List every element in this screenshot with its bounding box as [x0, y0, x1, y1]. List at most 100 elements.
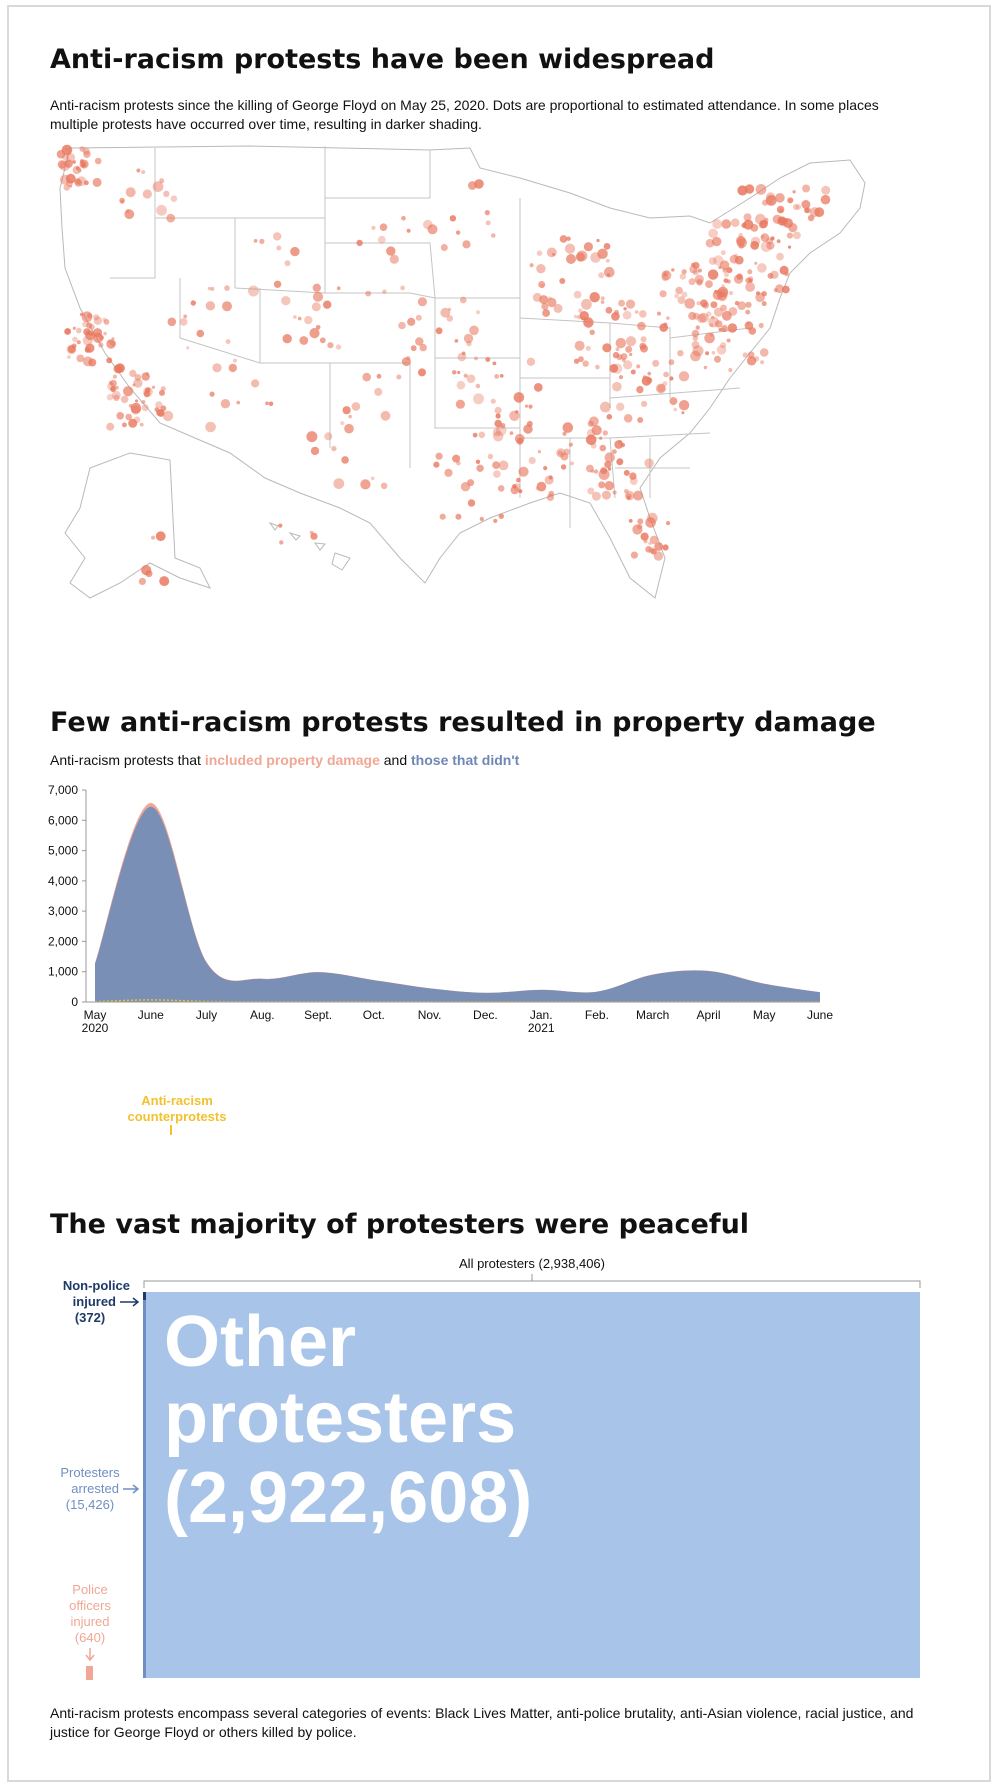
protest-dot	[386, 246, 396, 256]
subtitle-prefix: Anti-racism protests that	[50, 752, 205, 768]
protest-dot	[228, 363, 237, 373]
protest-dot	[526, 357, 536, 366]
protest-dot	[692, 261, 700, 270]
figure-frame	[7, 5, 991, 1782]
protest-dot	[728, 290, 734, 296]
x-tick-label: July	[196, 1008, 217, 1022]
protest-dot	[546, 493, 554, 501]
protest-dot	[125, 187, 136, 198]
protest-dot	[802, 184, 811, 193]
protest-dot	[419, 343, 427, 352]
protest-dot	[573, 358, 580, 364]
protest-dot	[106, 393, 114, 401]
protest-dot	[498, 460, 509, 471]
protest-dot	[492, 461, 500, 469]
protest-dot	[279, 540, 284, 545]
protest-dot	[591, 491, 601, 501]
protest-dot	[236, 400, 240, 405]
y-tick-label: 3,000	[48, 904, 78, 918]
protest-dot	[485, 220, 491, 226]
protest-dot	[573, 290, 582, 299]
protest-dot	[666, 521, 671, 526]
protest-dot	[710, 301, 718, 309]
protest-dot	[801, 200, 811, 209]
protest-dot	[568, 442, 574, 447]
protest-dot	[657, 311, 661, 316]
protest-dot	[623, 307, 627, 311]
protest-dot	[98, 342, 104, 348]
protest-dot	[581, 316, 585, 321]
protest-dot	[454, 339, 459, 343]
protest-dot	[276, 245, 282, 251]
protest-dot	[190, 300, 196, 306]
protest-dot	[587, 487, 595, 495]
protest-dot	[417, 297, 427, 307]
protest-dot	[618, 375, 624, 380]
protest-dot	[166, 213, 176, 223]
protest-dot	[224, 285, 230, 291]
protest-dot	[509, 410, 520, 421]
protest-dot	[99, 335, 104, 340]
protest-dot	[745, 282, 755, 292]
protest-dot	[510, 485, 519, 495]
protest-dot	[712, 290, 723, 300]
protest-dot	[615, 347, 620, 352]
protest-dot	[67, 345, 76, 354]
police-label-line4: (640)	[75, 1630, 105, 1645]
protest-dot	[94, 157, 102, 165]
protest-dot	[524, 404, 529, 408]
protest-dot	[273, 232, 282, 241]
police-label-line3: injured	[70, 1614, 109, 1629]
protest-dot	[708, 257, 717, 265]
protest-dot	[606, 414, 613, 420]
protest-dot	[677, 296, 686, 304]
protest-dot	[225, 339, 231, 344]
injured-label-line3: (372)	[75, 1310, 105, 1325]
protest-dot	[598, 481, 606, 489]
protest-dot	[736, 237, 747, 248]
protest-dot	[621, 358, 626, 363]
protest-dot	[532, 292, 542, 302]
protest-dot	[293, 315, 297, 319]
protest-dot	[695, 325, 700, 330]
protest-dot	[559, 235, 568, 243]
protest-dot	[743, 213, 752, 222]
protest-dot	[573, 314, 578, 319]
protest-dot	[446, 315, 454, 322]
protest-dot	[723, 278, 729, 283]
protest-dot	[585, 345, 591, 351]
protest-dot	[712, 219, 723, 229]
protest-dot	[630, 369, 636, 375]
protest-dot	[536, 264, 546, 274]
protest-dot	[400, 285, 405, 291]
protest-dot	[440, 244, 448, 251]
protest-dot	[644, 458, 654, 468]
protest-dot	[784, 271, 789, 277]
protest-dot	[563, 448, 571, 455]
protest-dot	[766, 241, 775, 250]
protest-dot	[103, 331, 107, 336]
protest-dot	[514, 433, 525, 444]
protest-dot	[795, 204, 802, 210]
protest-dot	[583, 242, 594, 252]
protest-dot	[750, 224, 759, 232]
protest-dot	[643, 539, 648, 544]
protest-dot	[612, 449, 617, 454]
other-protesters-block	[146, 1292, 920, 1678]
protest-dot	[641, 400, 648, 407]
big-label-line1: Other	[164, 1302, 356, 1382]
x-tick-label: May	[84, 1008, 107, 1022]
protest-dot	[380, 482, 388, 490]
protest-dot	[136, 168, 141, 173]
protest-dot	[669, 376, 674, 381]
protest-dot	[67, 355, 71, 359]
protest-dot	[562, 422, 574, 433]
protest-dot	[128, 418, 138, 428]
protest-dot	[72, 165, 81, 175]
protest-dot	[209, 391, 215, 397]
protest-dot	[688, 278, 696, 286]
protest-dot	[718, 265, 722, 269]
protest-dot	[120, 395, 129, 404]
x-tick-label: May	[753, 1008, 776, 1022]
protest-dot	[410, 345, 417, 352]
